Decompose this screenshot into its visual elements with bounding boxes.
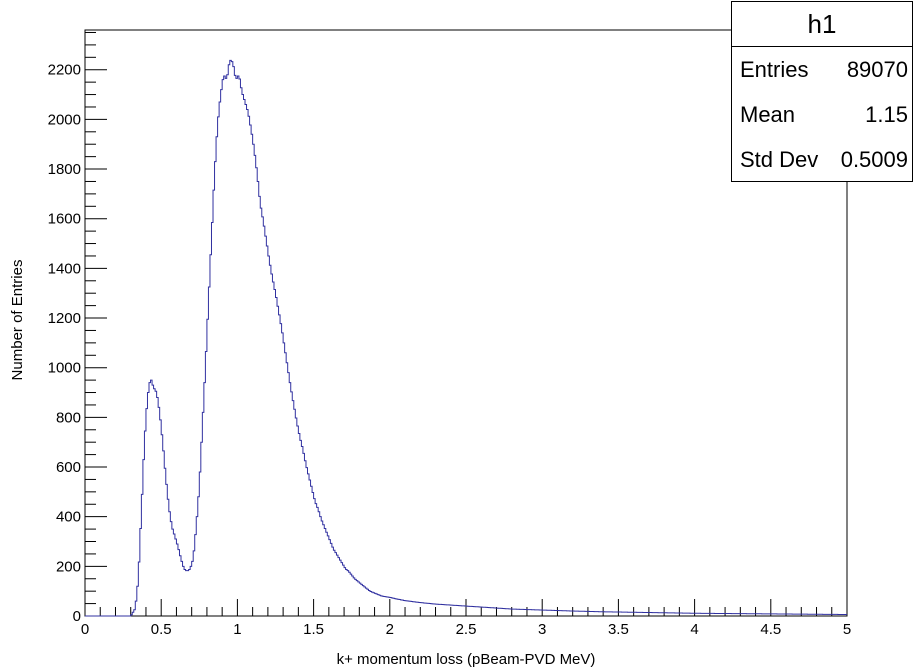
y-tick-label: 1600 bbox=[48, 211, 81, 228]
stats-row-stddev: Std Dev 0.5009 bbox=[732, 137, 912, 182]
x-tick-label: 4.5 bbox=[760, 621, 781, 638]
y-tick-label: 1200 bbox=[48, 310, 81, 327]
x-tick-label: 1 bbox=[233, 621, 241, 638]
y-tick-label: 200 bbox=[56, 558, 81, 575]
y-axis-ticks: 0 200 400 600 800 1000 1200 1400 1600 1800 2000 220… bbox=[48, 31, 107, 625]
y-tick-label: 1800 bbox=[48, 161, 81, 178]
x-tick-label: 3 bbox=[538, 621, 546, 638]
y-tick-label: 800 bbox=[56, 409, 81, 426]
x-tick-label: 4 bbox=[690, 621, 698, 638]
stats-value: 1.15 bbox=[865, 101, 908, 127]
y-tick-label: 2200 bbox=[48, 62, 81, 79]
x-tick-label: 1.5 bbox=[303, 621, 324, 638]
x-tick-label: 0 bbox=[81, 621, 89, 638]
stats-title: h1 bbox=[732, 2, 912, 47]
stats-box: h1 Entries 89070 Mean 1.15 Std Dev 0.500… bbox=[731, 1, 913, 182]
stats-label: Mean bbox=[740, 101, 796, 127]
y-axis-label: Number of Entries bbox=[9, 260, 26, 381]
x-tick-label: 2.5 bbox=[456, 621, 477, 638]
y-tick-label: 1400 bbox=[48, 260, 81, 277]
stats-label: Entries bbox=[740, 56, 809, 82]
y-tick-label: 600 bbox=[56, 459, 81, 476]
stats-value: 0.5009 bbox=[840, 146, 908, 172]
stats-row-mean: Mean 1.15 bbox=[732, 92, 912, 137]
y-tick-label: 2000 bbox=[48, 111, 81, 128]
stats-label: Std Dev bbox=[740, 146, 819, 172]
histogram-line bbox=[85, 59, 847, 617]
x-tick-label: 2 bbox=[386, 621, 394, 638]
x-tick-label: 3.5 bbox=[608, 621, 629, 638]
y-tick-label: 0 bbox=[73, 608, 81, 625]
stats-value: 89070 bbox=[846, 56, 908, 82]
y-tick-label: 1000 bbox=[48, 360, 81, 377]
x-axis-ticks: 0 0.5 1 1.5 2 2.5 3 3.5 4 4.5 5 bbox=[81, 599, 851, 638]
x-axis-label: k+ momentum loss (pBeam-PVD MeV) bbox=[337, 651, 596, 668]
stats-row-entries: Entries 89070 bbox=[732, 47, 912, 92]
y-tick-label: 400 bbox=[56, 509, 81, 526]
x-tick-label: 5 bbox=[843, 621, 851, 638]
x-tick-label: 0.5 bbox=[151, 621, 172, 638]
